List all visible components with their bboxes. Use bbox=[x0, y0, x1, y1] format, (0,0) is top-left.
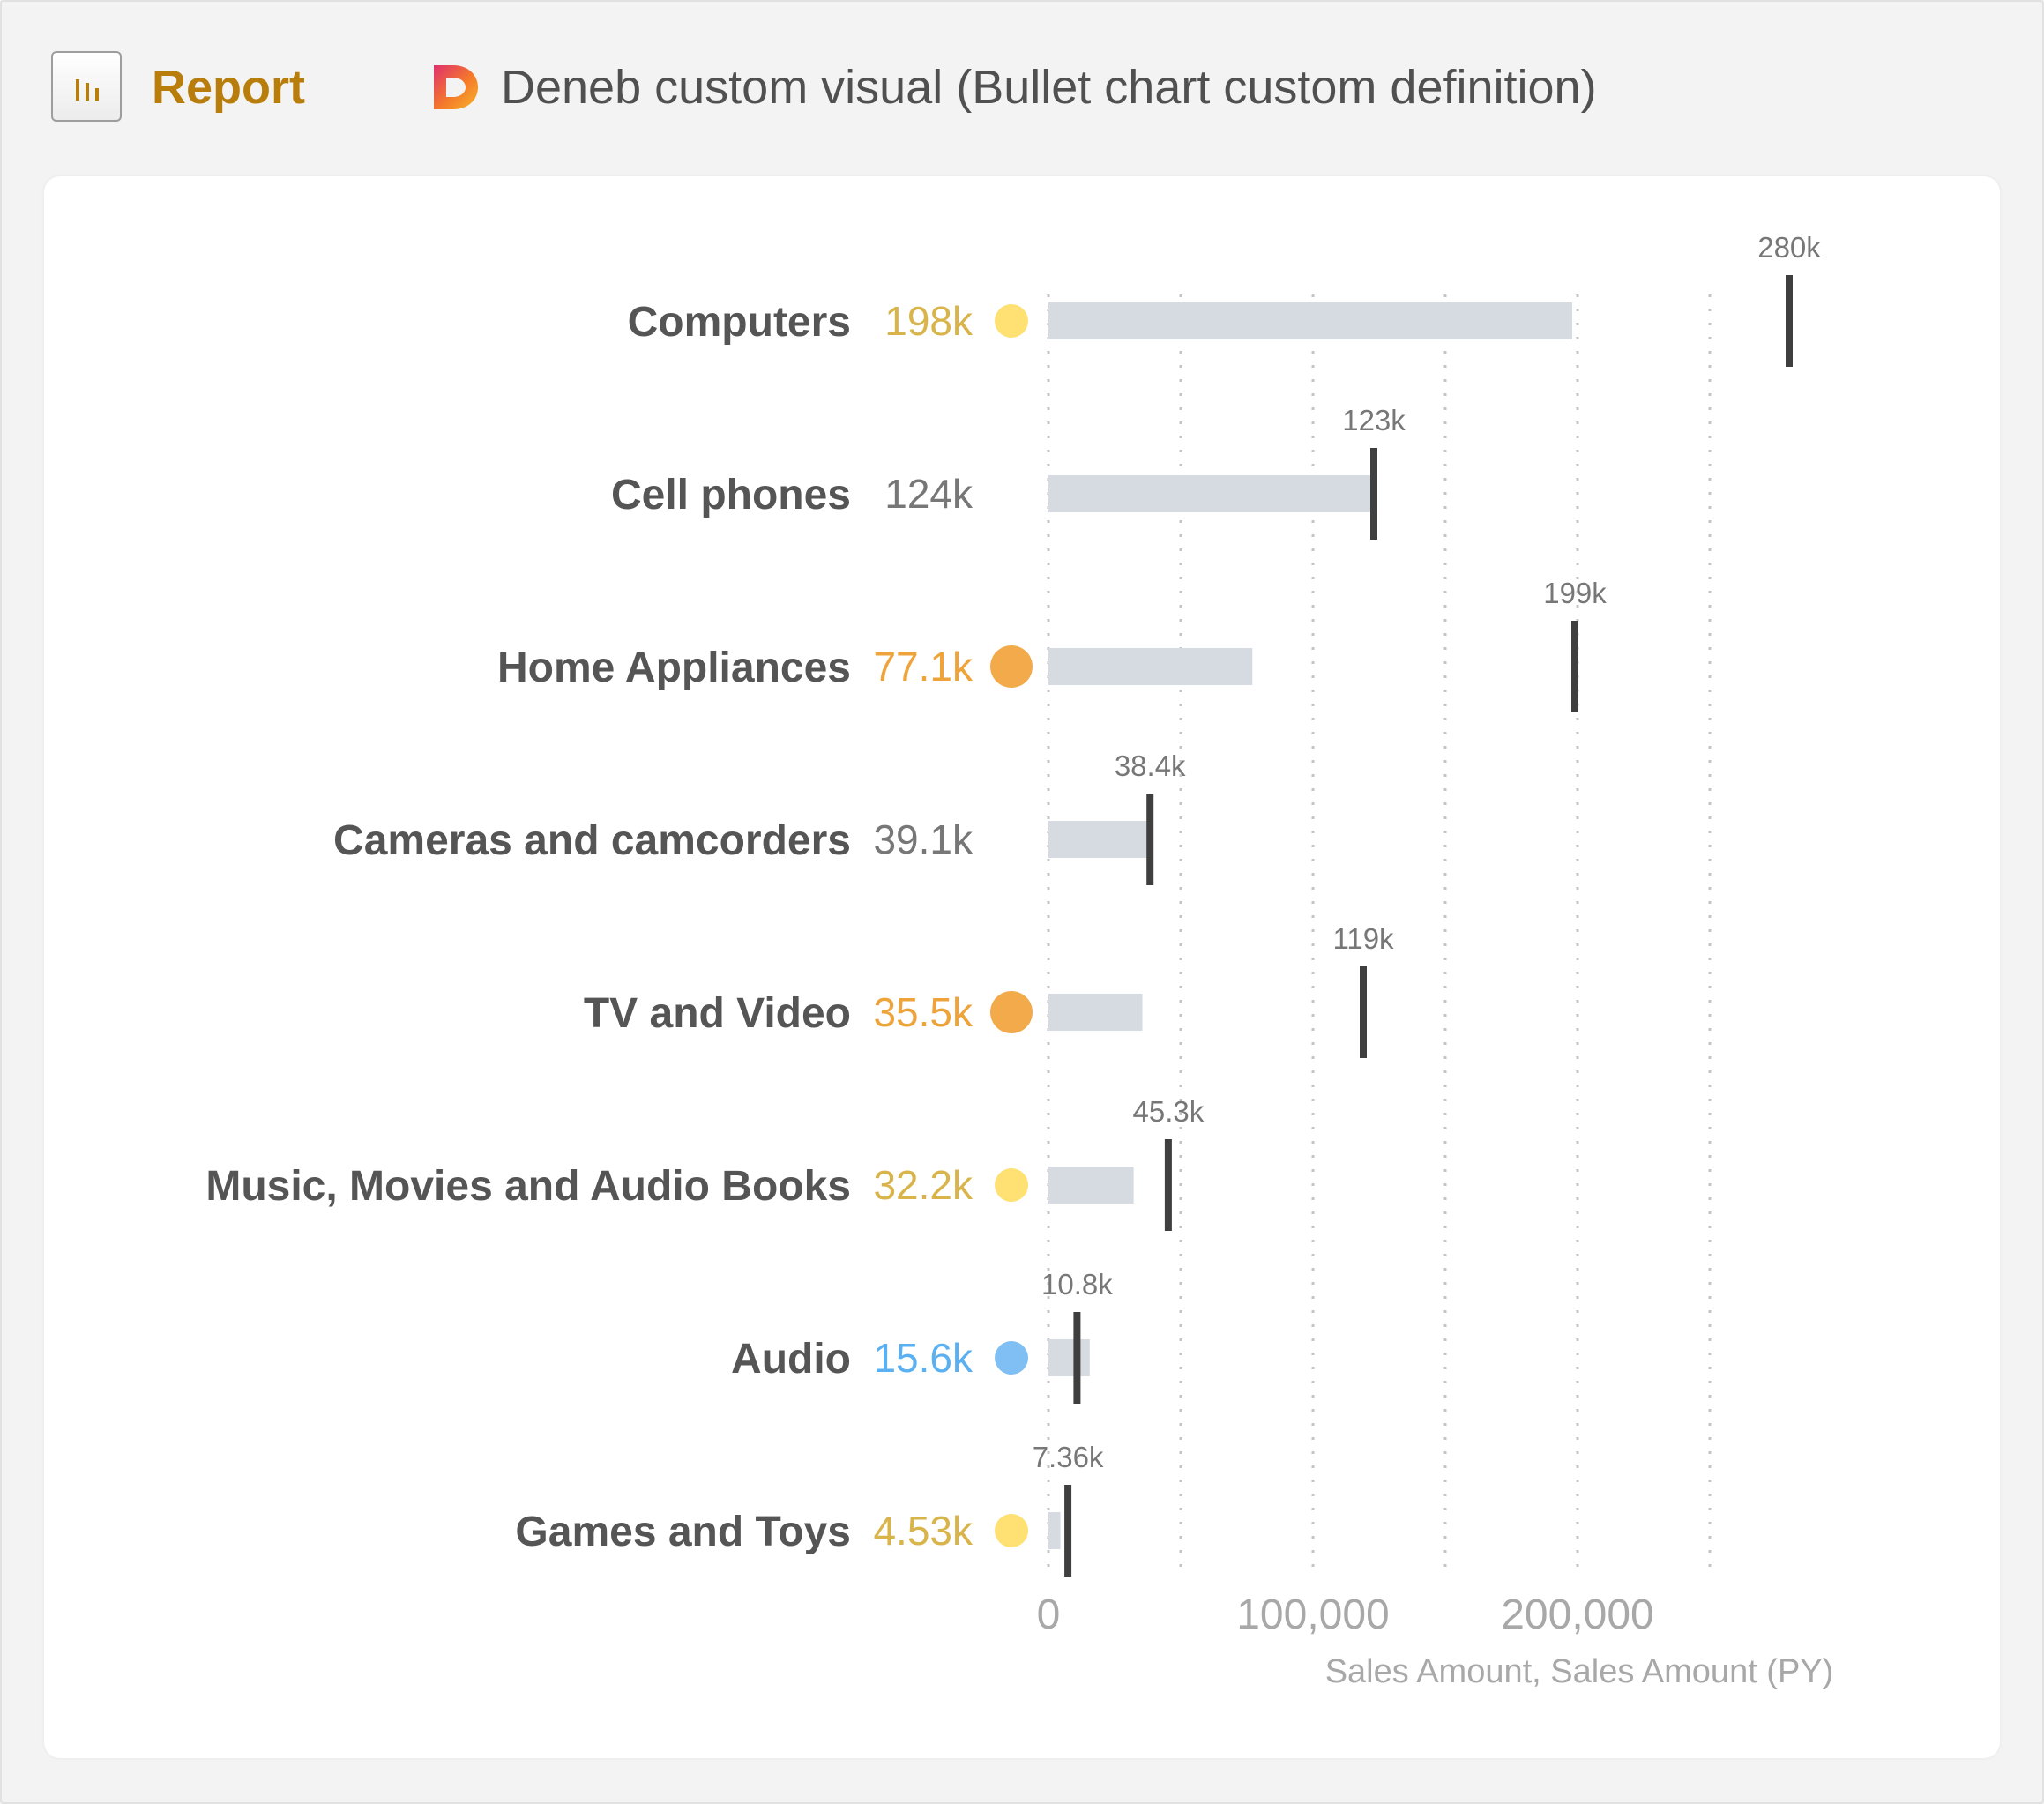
value-label: 124k bbox=[884, 471, 974, 517]
status-dot-yellow bbox=[995, 1168, 1028, 1202]
value-label: 198k bbox=[884, 298, 974, 344]
status-dot-yellow bbox=[995, 304, 1028, 338]
actual-bar bbox=[1048, 302, 1572, 339]
target-label: 38.4k bbox=[1115, 749, 1186, 782]
status-dot-yellow bbox=[995, 1514, 1028, 1547]
target-label: 199k bbox=[1543, 577, 1607, 609]
category-label: TV and Video bbox=[584, 990, 851, 1037]
report-label[interactable]: Report bbox=[152, 61, 305, 114]
value-label: 15.6k bbox=[873, 1335, 974, 1381]
status-dot-orange bbox=[990, 645, 1033, 688]
target-marker bbox=[1164, 1139, 1172, 1231]
actual-bar bbox=[1048, 475, 1376, 512]
target-label: 7.36k bbox=[1033, 1441, 1104, 1473]
x-tick-label: 200,000 bbox=[1501, 1592, 1654, 1638]
category-label: Music, Movies and Audio Books bbox=[205, 1163, 851, 1210]
actual-bar bbox=[1048, 1339, 1090, 1376]
category-label: Computers bbox=[628, 299, 851, 346]
category-label: Home Appliances bbox=[497, 645, 851, 691]
value-label: 39.1k bbox=[873, 816, 974, 862]
x-tick-label: 100,000 bbox=[1236, 1592, 1390, 1638]
target-marker bbox=[1370, 448, 1377, 540]
actual-bar bbox=[1048, 1167, 1134, 1204]
bullet-chart: Computers 198k 280k Cell phones 124k 123k Home… bbox=[205, 231, 1834, 1690]
target-marker bbox=[1064, 1485, 1072, 1577]
status-dot-blue bbox=[995, 1341, 1028, 1375]
deneb-logo-icon bbox=[434, 65, 478, 109]
category-label: Cameras and camcorders bbox=[333, 817, 851, 864]
target-label: 119k bbox=[1332, 922, 1394, 955]
target-marker bbox=[1571, 621, 1578, 712]
target-marker bbox=[1360, 966, 1367, 1058]
target-label: 10.8k bbox=[1041, 1268, 1113, 1301]
value-label: 4.53k bbox=[873, 1508, 974, 1554]
actual-bar bbox=[1048, 648, 1253, 685]
bar-chart-icon bbox=[76, 79, 99, 101]
value-label: 77.1k bbox=[873, 644, 974, 690]
target-marker bbox=[1073, 1312, 1081, 1404]
target-label: 123k bbox=[1342, 404, 1406, 436]
visual-header: Report Deneb custom visual (Bullet chart… bbox=[0, 0, 2044, 176]
actual-bar bbox=[1048, 1512, 1061, 1549]
category-label: Audio bbox=[731, 1336, 851, 1383]
x-tick-label: 0 bbox=[1037, 1592, 1061, 1638]
x-axis-title: Sales Amount, Sales Amount (PY) bbox=[1325, 1653, 1834, 1690]
target-marker bbox=[1146, 794, 1154, 885]
actual-bar bbox=[1048, 821, 1153, 858]
visual-title: Deneb custom visual (Bullet chart custom… bbox=[501, 61, 1597, 114]
status-dot-orange bbox=[990, 991, 1033, 1033]
target-label: 45.3k bbox=[1133, 1095, 1205, 1128]
value-label: 35.5k bbox=[873, 989, 974, 1035]
value-label: 32.2k bbox=[873, 1162, 974, 1208]
target-marker bbox=[1786, 275, 1793, 367]
chart-card: Computers 198k 280k Cell phones 124k 123k Home… bbox=[44, 176, 2000, 1758]
actual-bar bbox=[1048, 994, 1143, 1031]
category-label: Cell phones bbox=[611, 472, 851, 518]
category-label: Games and Toys bbox=[515, 1509, 851, 1555]
report-button[interactable] bbox=[51, 51, 122, 122]
target-label: 280k bbox=[1757, 231, 1821, 264]
